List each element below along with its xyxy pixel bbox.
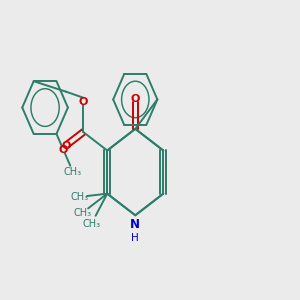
Text: CH₃: CH₃ — [64, 167, 82, 177]
Text: O: O — [79, 97, 88, 107]
Text: O: O — [59, 145, 68, 155]
Text: CH₃: CH₃ — [71, 192, 89, 202]
Text: O: O — [61, 141, 70, 151]
Text: H: H — [131, 233, 139, 243]
Text: CH₃: CH₃ — [73, 208, 92, 218]
Text: O: O — [130, 94, 140, 104]
Text: CH₃: CH₃ — [82, 219, 100, 229]
Text: N: N — [130, 218, 140, 231]
